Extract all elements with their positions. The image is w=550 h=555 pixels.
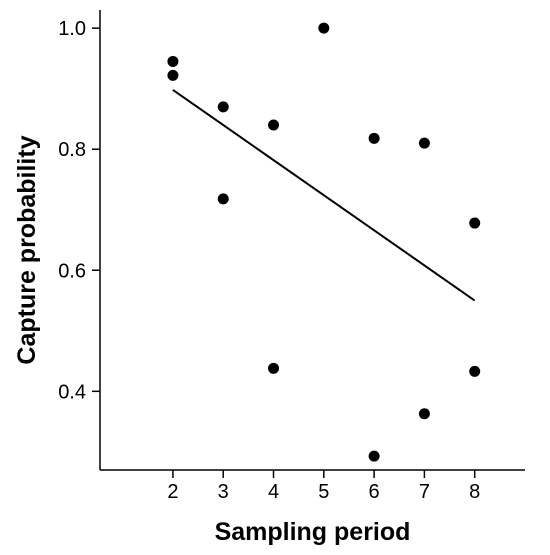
data-point [469, 217, 481, 229]
x-ticks: 2 3 4 5 6 7 8 [167, 470, 480, 503]
trend-line [172, 89, 476, 302]
data-point [167, 55, 179, 67]
x-tick-label: 8 [469, 481, 480, 503]
axes [99, 10, 525, 471]
data-point [418, 137, 430, 149]
data-point [418, 408, 430, 420]
data-point [268, 119, 280, 131]
y-ticks: 0.4 0.6 0.8 1.0 [58, 18, 100, 403]
x-tick-label: 7 [419, 481, 430, 503]
data-point [318, 22, 330, 34]
data-point [217, 101, 229, 113]
x-tick-label: 2 [167, 481, 178, 503]
y-tick-label: 0.4 [58, 381, 86, 403]
x-tick-label: 5 [318, 481, 329, 503]
data-point [368, 132, 380, 144]
data-point [368, 450, 380, 462]
x-axis-title: Sampling period [215, 518, 411, 546]
data-point [469, 365, 481, 377]
data-point [268, 362, 280, 374]
y-axis-title: Capture probability [13, 135, 41, 364]
data-point [167, 69, 179, 81]
x-tick-label: 4 [268, 481, 279, 503]
x-tick-label: 6 [369, 481, 380, 503]
data-point [217, 193, 229, 205]
data-points [167, 22, 481, 462]
x-tick-label: 3 [218, 481, 229, 503]
y-tick-label: 0.8 [58, 139, 86, 161]
y-tick-label: 0.6 [58, 260, 86, 282]
y-tick-label: 1.0 [58, 18, 86, 40]
